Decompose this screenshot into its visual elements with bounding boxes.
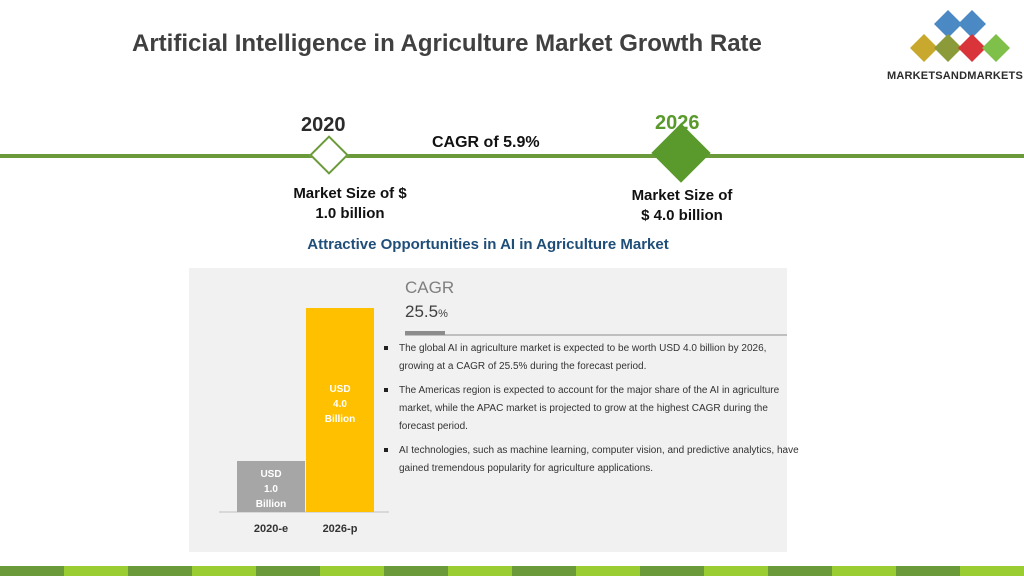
company-logo [910, 10, 1010, 62]
bullet-item: The Americas region is expected to accou… [384, 382, 799, 436]
footer-segment [64, 566, 128, 576]
footer-segment [960, 566, 1024, 576]
market-size-end-line2: $ 4.0 billion [641, 207, 723, 224]
bar-data-label: USD [329, 384, 350, 395]
market-size-start: Market Size of $ 1.0 billion [270, 184, 430, 224]
timeline-cagr: CAGR of 5.9% [432, 134, 540, 151]
bar-data-label: 4.0 [333, 399, 347, 410]
bullet-item: The global AI in agriculture market is e… [384, 340, 799, 376]
logo-text: MARKETSANDMARKETS [887, 70, 1024, 82]
bullet-item: AI technologies, such as machine learnin… [384, 442, 799, 478]
footer-segment [0, 566, 64, 576]
bar-data-label: USD [260, 469, 281, 480]
market-size-end: Market Size of $ 4.0 billion [602, 186, 762, 226]
footer-segment [128, 566, 192, 576]
footer-segment [768, 566, 832, 576]
footer-segment [448, 566, 512, 576]
opportunities-panel: Attractive Opportunities in AI in Agricu… [189, 230, 799, 552]
cagr-divider-accent [405, 331, 445, 335]
panel-title: Attractive Opportunities in AI in Agricu… [307, 236, 669, 253]
page-title: Artificial Intelligence in Agriculture M… [132, 30, 762, 57]
x-tick-label: 2026-p [323, 523, 358, 535]
year-end: 2026 [655, 112, 700, 134]
cagr-label: CAGR [405, 278, 455, 297]
timeline-line [0, 154, 1024, 158]
year-start: 2020 [301, 114, 346, 136]
footer-segment [896, 566, 960, 576]
diamond-marker-start [309, 135, 349, 175]
cagr-number: 25.5 [405, 302, 439, 321]
cagr-unit: % [438, 308, 448, 320]
footer-segment [832, 566, 896, 576]
market-size-end-line1: Market Size of [631, 187, 733, 204]
bar-2026-p [306, 308, 374, 512]
bar-data-label: 1.0 [264, 484, 278, 495]
market-size-start-line2: 1.0 billion [315, 205, 385, 222]
footer-segment [256, 566, 320, 576]
footer-stripe [0, 566, 1024, 576]
footer-segment [192, 566, 256, 576]
bar-data-label: Billion [256, 499, 287, 510]
bar-data-label: Billion [325, 414, 356, 425]
footer-segment [384, 566, 448, 576]
bar-chart: USD 1.0 Billion 2020-e USD 4.0 Billion 2026-p [219, 308, 389, 535]
cagr-divider [405, 334, 787, 336]
x-tick-label: 2020-e [254, 523, 288, 535]
footer-segment [704, 566, 768, 576]
cagr-value: 25.5% [405, 302, 448, 322]
panel-body: USD 1.0 Billion 2020-e USD 4.0 Billion 2026-p C… [189, 268, 799, 552]
bar-2020-e [237, 461, 305, 512]
footer-segment [512, 566, 576, 576]
footer-segment [576, 566, 640, 576]
bullet-list: The global AI in agriculture market is e… [379, 340, 799, 484]
footer-segment [320, 566, 384, 576]
market-size-start-line1: Market Size of $ [293, 185, 407, 202]
footer-segment [640, 566, 704, 576]
